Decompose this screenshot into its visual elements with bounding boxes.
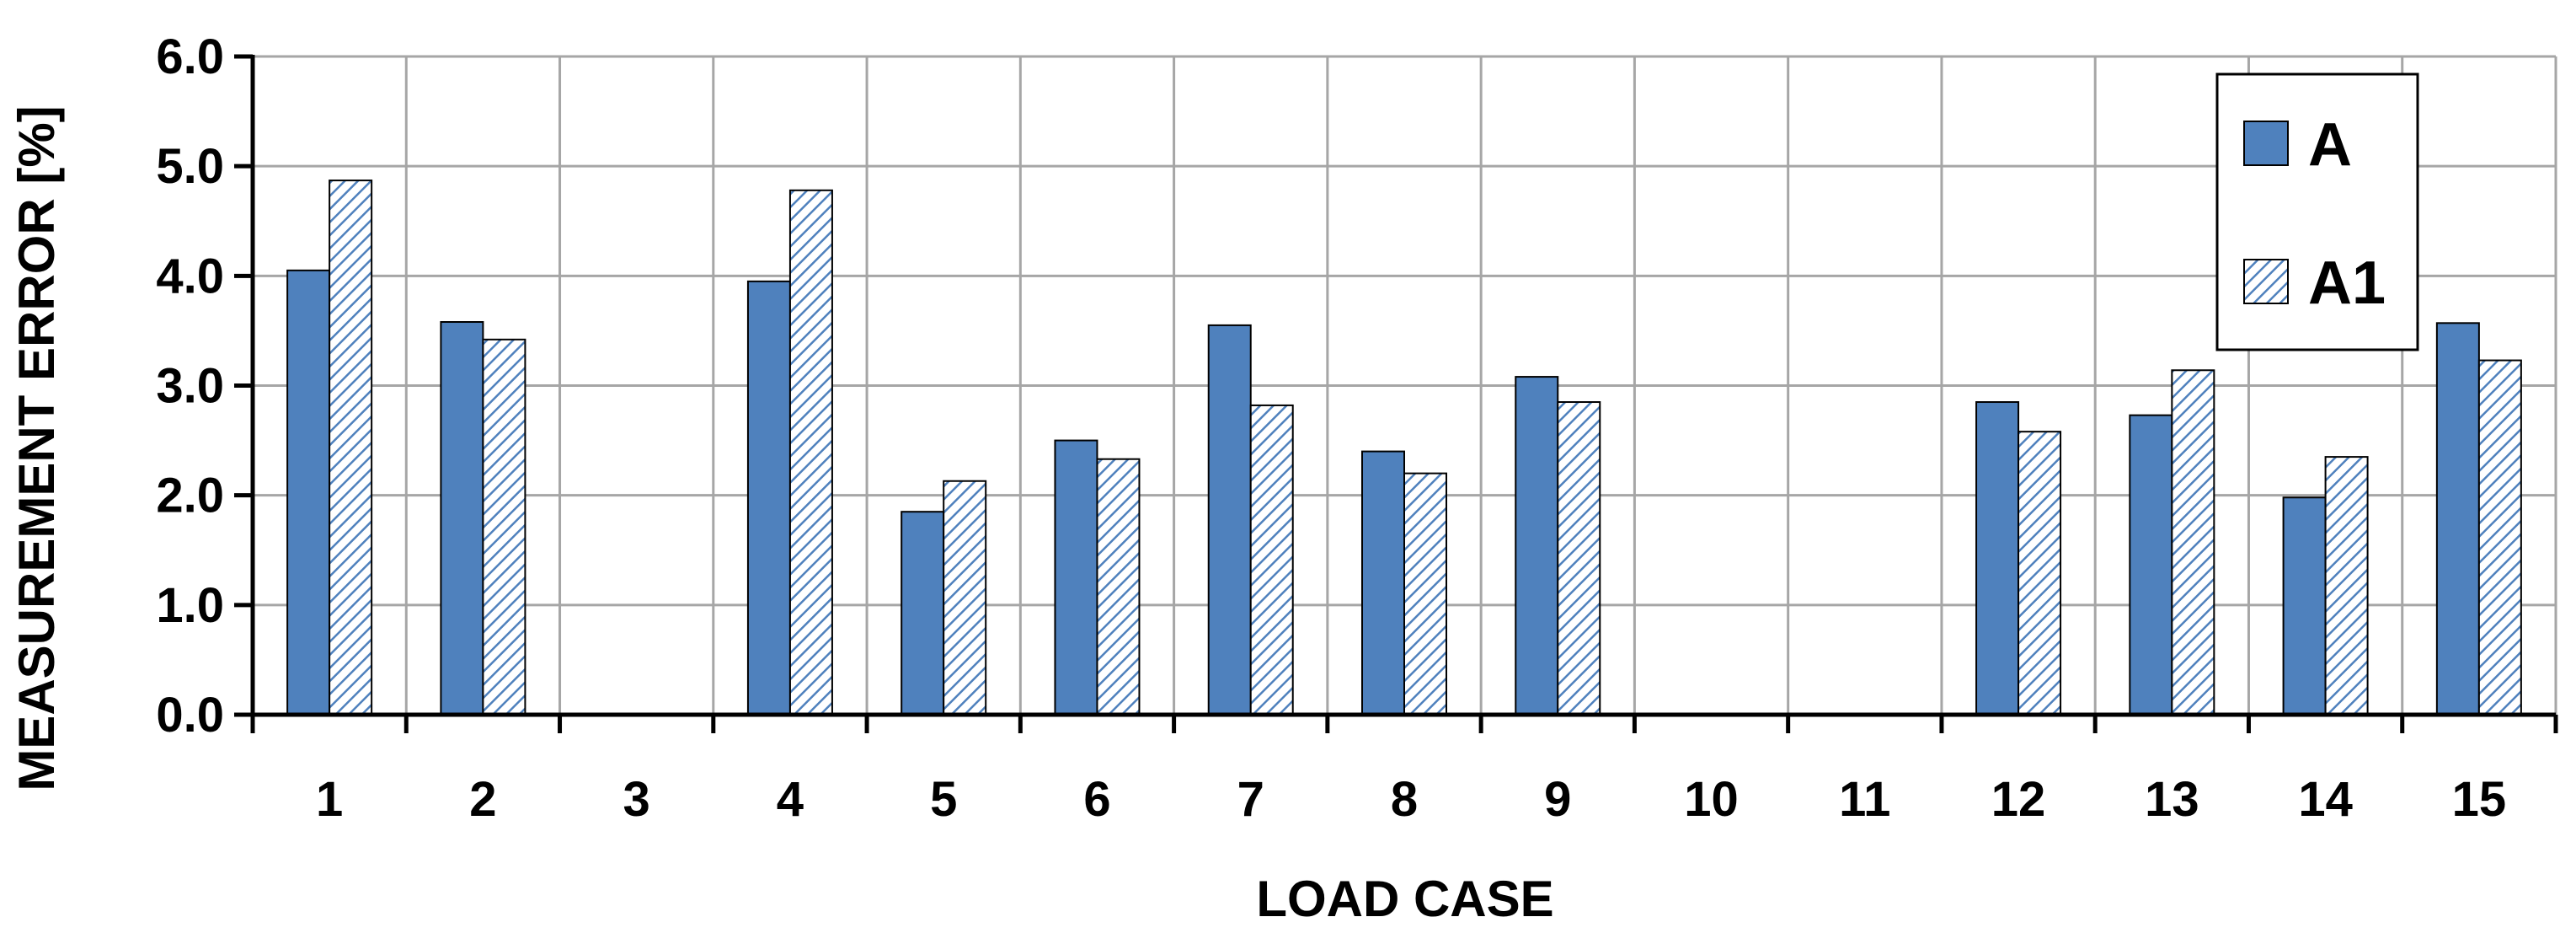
- bar-a: [1515, 376, 1559, 716]
- bar-a1: [1249, 404, 1294, 716]
- x-tick-label: 1: [316, 772, 343, 827]
- x-tick-label: 9: [1544, 772, 1571, 827]
- x-tick-label: 8: [1391, 772, 1418, 827]
- tick-labels: 0.01.02.03.04.05.06.01 2 3 4 5 6 7 8 9 10 11 12 13 14…: [156, 29, 2506, 827]
- x-tick-label: 3: [623, 772, 650, 827]
- x-tick-label: 4: [777, 772, 804, 827]
- legend: A A1: [2215, 72, 2419, 351]
- legend-swatch-a1: [2243, 259, 2289, 304]
- x-tick-label: 10: [1684, 772, 1739, 827]
- y-tick-label: 3.0: [156, 359, 224, 414]
- bar-a: [440, 321, 484, 716]
- x-tick-label: 2: [469, 772, 496, 827]
- x-tick-label: 12: [1991, 772, 2046, 827]
- y-tick-label: 1.0: [156, 578, 224, 633]
- y-tick-label: 4.0: [156, 249, 224, 303]
- y-tick-label: 2.0: [156, 469, 224, 523]
- bar-a: [1361, 450, 1405, 716]
- legend-swatch-a: [2243, 121, 2289, 166]
- x-tick-label: 7: [1237, 772, 1264, 827]
- y-tick-label: 0.0: [156, 688, 224, 743]
- x-tick-label: 5: [930, 772, 957, 827]
- x-tick-label: 14: [2298, 772, 2353, 827]
- bar-a1: [1096, 458, 1141, 716]
- x-tick-label: 15: [2452, 772, 2507, 827]
- y-tick-label: 5.0: [156, 139, 224, 194]
- x-tick-label: 11: [1839, 772, 1890, 827]
- bar-a: [1975, 401, 2020, 716]
- x-tick-label: 13: [2145, 772, 2199, 827]
- bar-a: [2282, 496, 2327, 716]
- bar-a1: [1557, 401, 1601, 716]
- bar-a: [1054, 439, 1098, 716]
- bar-a1: [788, 189, 833, 716]
- bar-a1: [2477, 359, 2522, 716]
- y-tick-label: 6.0: [156, 29, 224, 84]
- legend-label-a1: A1: [2308, 249, 2386, 317]
- bar-a1: [2324, 456, 2369, 716]
- bar-a: [1207, 324, 1252, 716]
- bar-a1: [943, 480, 987, 716]
- bar-a1: [2018, 431, 2062, 716]
- bar-a1: [1403, 472, 1447, 716]
- x-tick-label: 6: [1083, 772, 1110, 827]
- bar-a: [286, 269, 331, 716]
- bar-a1: [482, 338, 526, 716]
- bars: [286, 180, 2522, 716]
- grid-lines: [253, 55, 2557, 715]
- bar-a1: [2171, 369, 2215, 716]
- x-axis-title: LOAD CASE: [1256, 871, 1553, 927]
- bar-a: [746, 280, 791, 716]
- y-axis-title: MEASUREMENT ERROR [%]: [8, 105, 65, 791]
- bar-a1: [329, 180, 373, 716]
- bar-a: [2129, 414, 2173, 716]
- bar-a: [2435, 322, 2480, 716]
- bar-a: [901, 511, 945, 716]
- axes: [234, 54, 2558, 733]
- legend-label-a: A: [2308, 111, 2352, 179]
